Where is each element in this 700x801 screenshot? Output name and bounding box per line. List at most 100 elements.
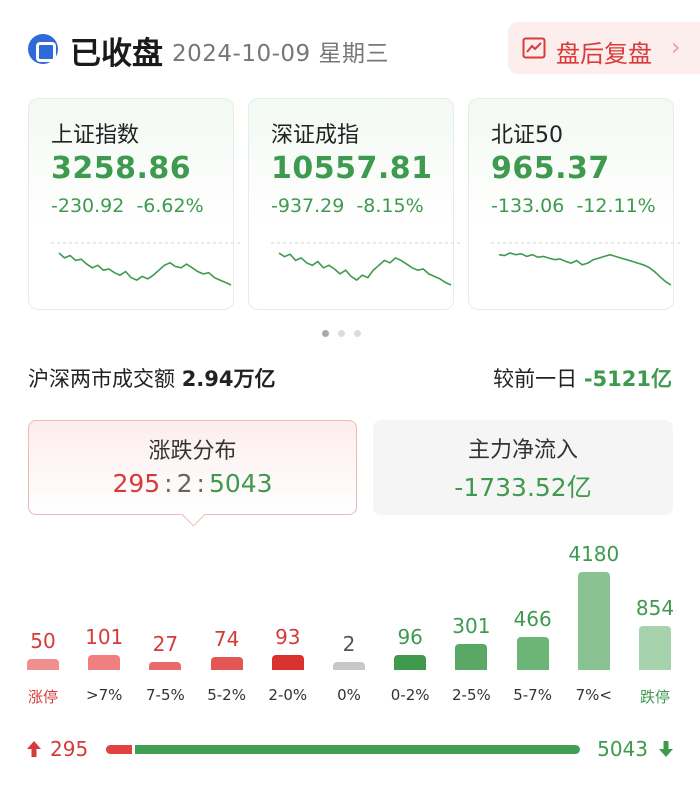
capital-flow-value: -1733.52亿 [454, 473, 592, 502]
header: 已收盘 2024-10-09 星期三 盘后复盘 › [0, 0, 700, 95]
compare-label: 较前一日 [493, 367, 578, 391]
column-label: 5-7% [513, 686, 552, 704]
index-name: 北证50 [491, 123, 563, 148]
distribution-column[interactable]: 2 0% [319, 530, 379, 710]
ratio-divider [132, 745, 136, 754]
arrow-up-icon [27, 741, 41, 757]
index-change-pct: -8.15% [356, 195, 424, 217]
after-market-review-label: 盘后复盘 [556, 40, 652, 68]
index-change-amount: -937.29 [271, 195, 345, 217]
column-bar [149, 662, 182, 670]
distribution-column[interactable]: 74 5-2% [197, 530, 257, 710]
column-count: 2 [342, 632, 356, 656]
column-label: 跌停 [639, 688, 670, 706]
distribution-title: 涨跌分布 [148, 439, 237, 464]
column-count: 93 [275, 625, 301, 650]
column-count: 27 [152, 632, 179, 656]
rise-fall-ratio-bar: 295 5043 [0, 730, 700, 770]
column-count: 301 [452, 613, 491, 638]
index-card[interactable]: 深证成指 10557.81 -937.29 -8.15% [248, 98, 461, 310]
index-card[interactable]: 北证50 965.37 -133.06 -12.11% [468, 98, 681, 310]
ratio-separator: : [196, 469, 205, 498]
up-total: 295 [50, 737, 89, 761]
index-sparkline [271, 242, 461, 286]
down-total: 5043 [597, 737, 648, 761]
column-label: 2-5% [452, 686, 491, 704]
sparkline-line [58, 252, 232, 286]
column-count: 854 [635, 595, 675, 620]
column-label: 5-2% [207, 686, 246, 704]
carousel-dot[interactable] [354, 330, 361, 337]
distribution-column[interactable]: 466 5-7% [503, 530, 563, 710]
column-label: >7% [86, 686, 123, 704]
distribution-column[interactable]: 93 2-0% [258, 530, 318, 710]
column-count: 74 [213, 626, 240, 651]
column-label: 涨停 [27, 688, 58, 706]
rise-fall-distribution-tab[interactable]: 涨跌分布 295:2:5043 [28, 420, 357, 515]
distribution-column[interactable]: 50 涨停 [13, 530, 73, 710]
after-market-review-button[interactable]: 盘后复盘 › [508, 22, 700, 74]
column-label: 0-2% [390, 686, 430, 704]
trade-date: 2024-10-09 星期三 [172, 41, 389, 67]
turnover-value: 2.94万亿 [181, 367, 276, 391]
column-bar [210, 656, 243, 670]
arrow-down-icon [659, 741, 673, 757]
column-bar [455, 643, 488, 670]
turnover-label: 沪深两市成交额 [28, 367, 175, 391]
index-name: 深证成指 [271, 123, 360, 148]
distribution-column[interactable]: 854 跌停 [625, 530, 685, 710]
sparkline-line [498, 252, 672, 286]
index-change-pct: -6.62% [136, 195, 204, 217]
column-label: 2-0% [268, 686, 308, 704]
turnover-compare: 较前一日 -5121亿 [493, 363, 672, 393]
column-count: 4180 [568, 542, 620, 566]
distribution-column[interactable]: 4180 7%< [564, 530, 624, 710]
carousel-dot[interactable] [338, 330, 345, 337]
sparkline-line [278, 252, 452, 286]
index-change: -133.06 -12.11% [491, 195, 656, 217]
carousel-indicator[interactable] [322, 322, 382, 337]
column-bar [516, 637, 549, 670]
distribution-column[interactable]: 301 2-5% [441, 530, 501, 710]
index-name: 上证指数 [51, 123, 140, 148]
column-bar [88, 654, 121, 670]
distribution-column[interactable]: 96 0-2% [380, 530, 440, 710]
ratio-separator: : [164, 469, 173, 498]
distribution-column[interactable]: 27 7-5% [135, 530, 195, 710]
column-count: 50 [30, 629, 56, 654]
down-count: 5043 [208, 469, 273, 498]
index-change-amount: -133.06 [491, 195, 565, 217]
index-value: 965.37 [491, 151, 610, 186]
rise-fall-ratio: 295:2:5043 [29, 469, 356, 498]
column-label: 7-5% [146, 686, 185, 704]
column-label: 7%< [575, 686, 612, 704]
market-logo-icon [28, 34, 58, 64]
column-bar [394, 655, 427, 670]
distribution-chart: 50 涨停 101 >7% 27 7-5% 74 5-2% 93 2-0% 2 0% 96 0-2% 301… [0, 530, 700, 710]
column-label: 0% [337, 686, 361, 704]
main-capital-inflow-tab[interactable]: 主力净流入 -1733.52亿 [373, 420, 673, 515]
column-bar [271, 655, 304, 670]
index-sparkline [51, 242, 241, 286]
distribution-column[interactable]: 101 >7% [74, 530, 134, 710]
compare-value: -5121亿 [583, 367, 672, 391]
index-change: -230.92 -6.62% [51, 195, 204, 217]
column-bar [27, 659, 59, 670]
column-bar [577, 572, 610, 670]
index-change: -937.29 -8.15% [271, 195, 424, 217]
index-sparkline [491, 242, 681, 286]
chevron-right-icon: › [671, 33, 681, 61]
column-count: 466 [513, 607, 552, 632]
page-title: 已收盘 [70, 36, 163, 72]
turnover-summary: 沪深两市成交额 2.94万亿 [28, 363, 276, 393]
index-value: 3258.86 [51, 151, 192, 186]
line-chart-icon [522, 37, 546, 59]
carousel-dot[interactable] [322, 330, 329, 337]
up-count: 295 [112, 469, 161, 498]
column-bar [333, 662, 365, 670]
flat-count: 2 [176, 469, 193, 498]
index-change-amount: -230.92 [51, 195, 125, 217]
column-count: 96 [397, 625, 423, 650]
column-bar [639, 625, 671, 670]
index-card[interactable]: 上证指数 3258.86 -230.92 -6.62% [28, 98, 241, 310]
